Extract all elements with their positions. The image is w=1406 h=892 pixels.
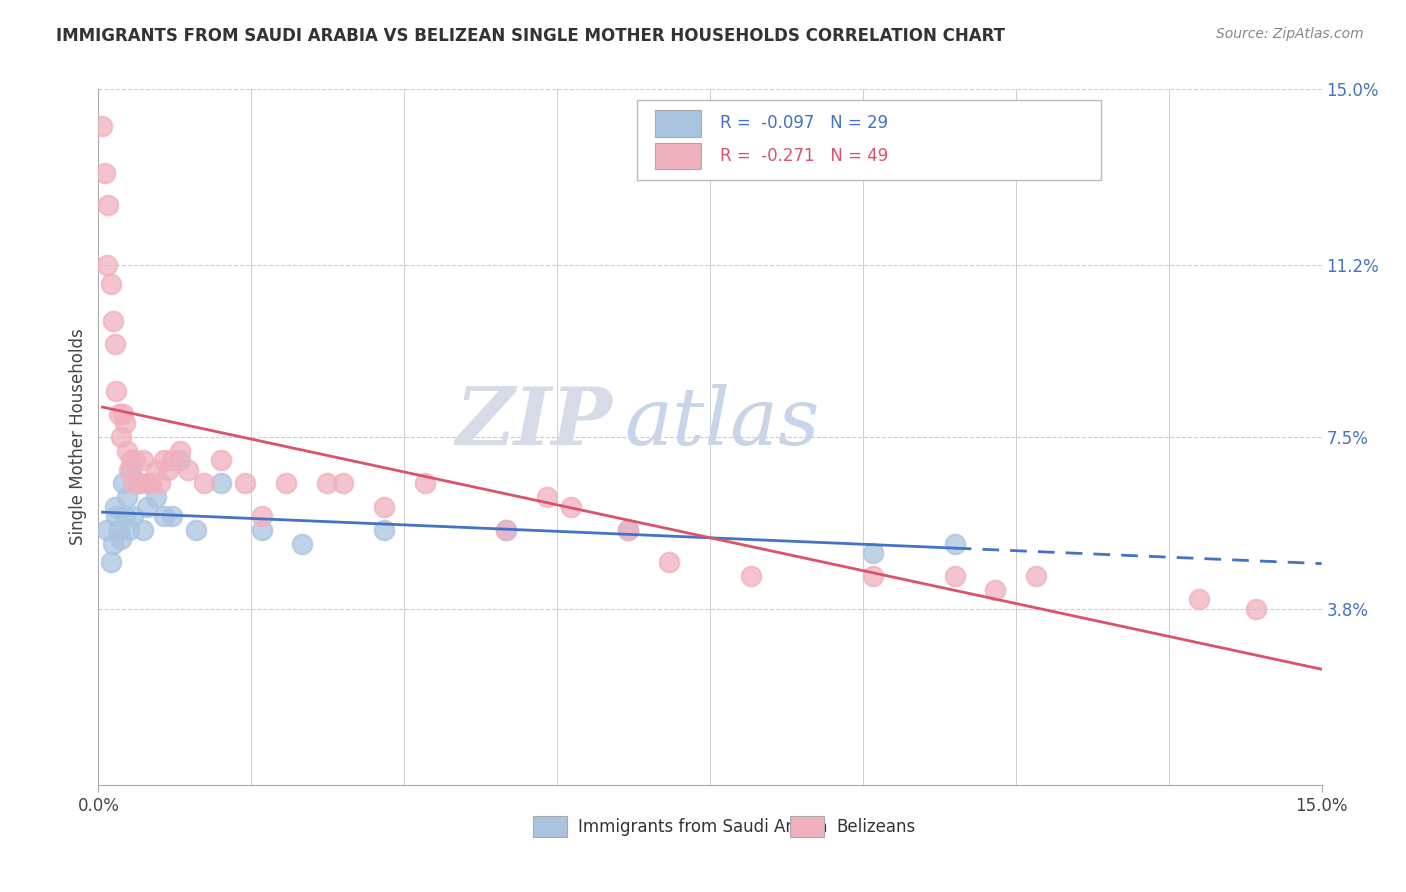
- Point: [91, 120, 114, 134]
- Point: [105, 508, 128, 523]
- Point: [250, 508, 273, 523]
- Point: [658, 555, 681, 569]
- Point: [115, 491, 138, 505]
- Point: [560, 500, 582, 514]
- Text: Immigrants from Saudi Arabia: Immigrants from Saudi Arabia: [578, 818, 828, 836]
- FancyBboxPatch shape: [637, 100, 1101, 179]
- Point: [114, 508, 136, 523]
- Point: [141, 476, 163, 491]
- Point: [96, 523, 118, 537]
- Point: [495, 523, 517, 537]
- Point: [94, 166, 117, 180]
- Point: [152, 508, 174, 523]
- Point: [100, 555, 122, 569]
- Point: [108, 407, 131, 421]
- Point: [136, 476, 159, 491]
- Point: [152, 453, 174, 467]
- Point: [1188, 592, 1211, 607]
- Point: [169, 444, 191, 458]
- Point: [943, 537, 966, 551]
- Point: [145, 491, 167, 505]
- Text: atlas: atlas: [624, 384, 820, 462]
- Point: [120, 453, 142, 467]
- Point: [536, 491, 558, 505]
- Point: [128, 476, 150, 491]
- Text: IMMIGRANTS FROM SAUDI ARABIA VS BELIZEAN SINGLE MOTHER HOUSEHOLDS CORRELATION CH: IMMIGRANTS FROM SAUDI ARABIA VS BELIZEAN…: [56, 27, 1005, 45]
- Text: Source: ZipAtlas.com: Source: ZipAtlas.com: [1216, 27, 1364, 41]
- Point: [193, 476, 215, 491]
- Point: [145, 462, 167, 476]
- Point: [101, 537, 124, 551]
- Point: [111, 407, 134, 421]
- Point: [617, 523, 640, 537]
- Point: [101, 314, 124, 328]
- Point: [274, 476, 297, 491]
- Point: [186, 523, 208, 537]
- Point: [118, 462, 141, 476]
- Text: R =  -0.271   N = 49: R = -0.271 N = 49: [720, 147, 889, 165]
- Point: [1246, 601, 1268, 615]
- Point: [100, 277, 122, 291]
- Point: [156, 462, 179, 476]
- Bar: [655, 110, 702, 136]
- Point: [495, 523, 517, 537]
- Point: [413, 476, 436, 491]
- Point: [110, 532, 132, 546]
- Point: [128, 476, 150, 491]
- Point: [132, 453, 155, 467]
- Point: [169, 453, 191, 467]
- Point: [1025, 569, 1047, 583]
- Point: [160, 453, 183, 467]
- Point: [373, 500, 395, 514]
- Point: [121, 476, 143, 491]
- Bar: [533, 816, 567, 837]
- Point: [110, 430, 132, 444]
- Point: [114, 416, 136, 430]
- Point: [104, 500, 127, 514]
- Text: ZIP: ZIP: [456, 384, 612, 462]
- Text: Belizeans: Belizeans: [837, 818, 915, 836]
- Point: [111, 476, 134, 491]
- Point: [149, 476, 172, 491]
- Point: [132, 523, 155, 537]
- Point: [136, 500, 159, 514]
- Y-axis label: Single Mother Households: Single Mother Households: [69, 329, 87, 545]
- Point: [104, 337, 127, 351]
- Point: [124, 453, 146, 467]
- Point: [862, 546, 884, 560]
- Point: [373, 523, 395, 537]
- Point: [862, 569, 884, 583]
- Point: [177, 462, 200, 476]
- Point: [209, 476, 232, 491]
- Point: [120, 462, 142, 476]
- Point: [943, 569, 966, 583]
- Point: [209, 453, 232, 467]
- Point: [160, 508, 183, 523]
- Point: [617, 523, 640, 537]
- Point: [118, 523, 141, 537]
- Point: [291, 537, 314, 551]
- Point: [115, 444, 138, 458]
- Point: [984, 583, 1007, 598]
- Text: R =  -0.097   N = 29: R = -0.097 N = 29: [720, 114, 889, 132]
- Point: [332, 476, 354, 491]
- Point: [740, 569, 762, 583]
- Point: [97, 198, 120, 212]
- Point: [105, 384, 128, 398]
- Point: [315, 476, 337, 491]
- Point: [108, 523, 131, 537]
- Point: [233, 476, 256, 491]
- Point: [96, 259, 118, 273]
- Bar: [790, 816, 824, 837]
- Point: [250, 523, 273, 537]
- Bar: [655, 143, 702, 169]
- Point: [121, 508, 143, 523]
